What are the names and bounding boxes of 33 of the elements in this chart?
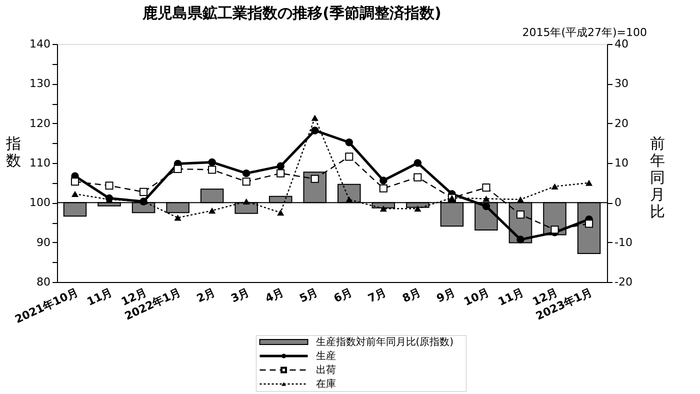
x-tick-label: 11月 — [496, 286, 526, 308]
chart-subtitle: 2015年(平成27年)=100 — [522, 26, 647, 39]
legend-label: 出荷 — [316, 364, 336, 376]
y-tick-label: 110 — [30, 156, 50, 170]
y2-tick-label: 0 — [614, 196, 622, 210]
y-tick-label: 100 — [30, 196, 50, 210]
y-tick-label: 140 — [30, 38, 50, 50]
y2-tick-label: 10 — [614, 156, 628, 170]
y-axis-title: 指数 — [5, 134, 21, 170]
y-tick-label: 80 — [36, 276, 50, 288]
x-tick-label: 10月 — [462, 286, 492, 308]
y-tick-label: 130 — [30, 77, 50, 90]
x-tick-label: 5月 — [298, 286, 320, 306]
x-tick-label: 7月 — [366, 286, 388, 306]
legend-label: 生産指数対前年同月比(原指数) — [316, 336, 454, 348]
y2-tick-label: 40 — [614, 38, 628, 50]
y2-tick-label: 20 — [614, 116, 628, 130]
chart-title: 鹿児島県鉱工業指数の推移(季節調整済指数) — [142, 4, 442, 22]
legend-label: 在庫 — [316, 378, 336, 390]
y2-tick-label: 30 — [614, 77, 628, 90]
x-tick-label: 6月 — [332, 286, 354, 306]
x-tick-label: 2月 — [194, 286, 218, 306]
x-tick-label: 8月 — [400, 286, 423, 306]
x-tick-label: 11月 — [84, 286, 114, 308]
legend-label: 生産 — [316, 350, 336, 362]
x-tick-label: 4月 — [263, 286, 286, 306]
x-tick-label: 3月 — [229, 286, 252, 306]
y-tick-label: 120 — [30, 116, 50, 130]
y2-axis-title: 前年同月比 — [650, 134, 665, 220]
y2-tick-label: -20 — [614, 276, 632, 288]
x-tick-label: 9月 — [434, 286, 458, 306]
y-tick-label: 90 — [36, 236, 50, 249]
y2-tick-label: -10 — [614, 236, 632, 249]
